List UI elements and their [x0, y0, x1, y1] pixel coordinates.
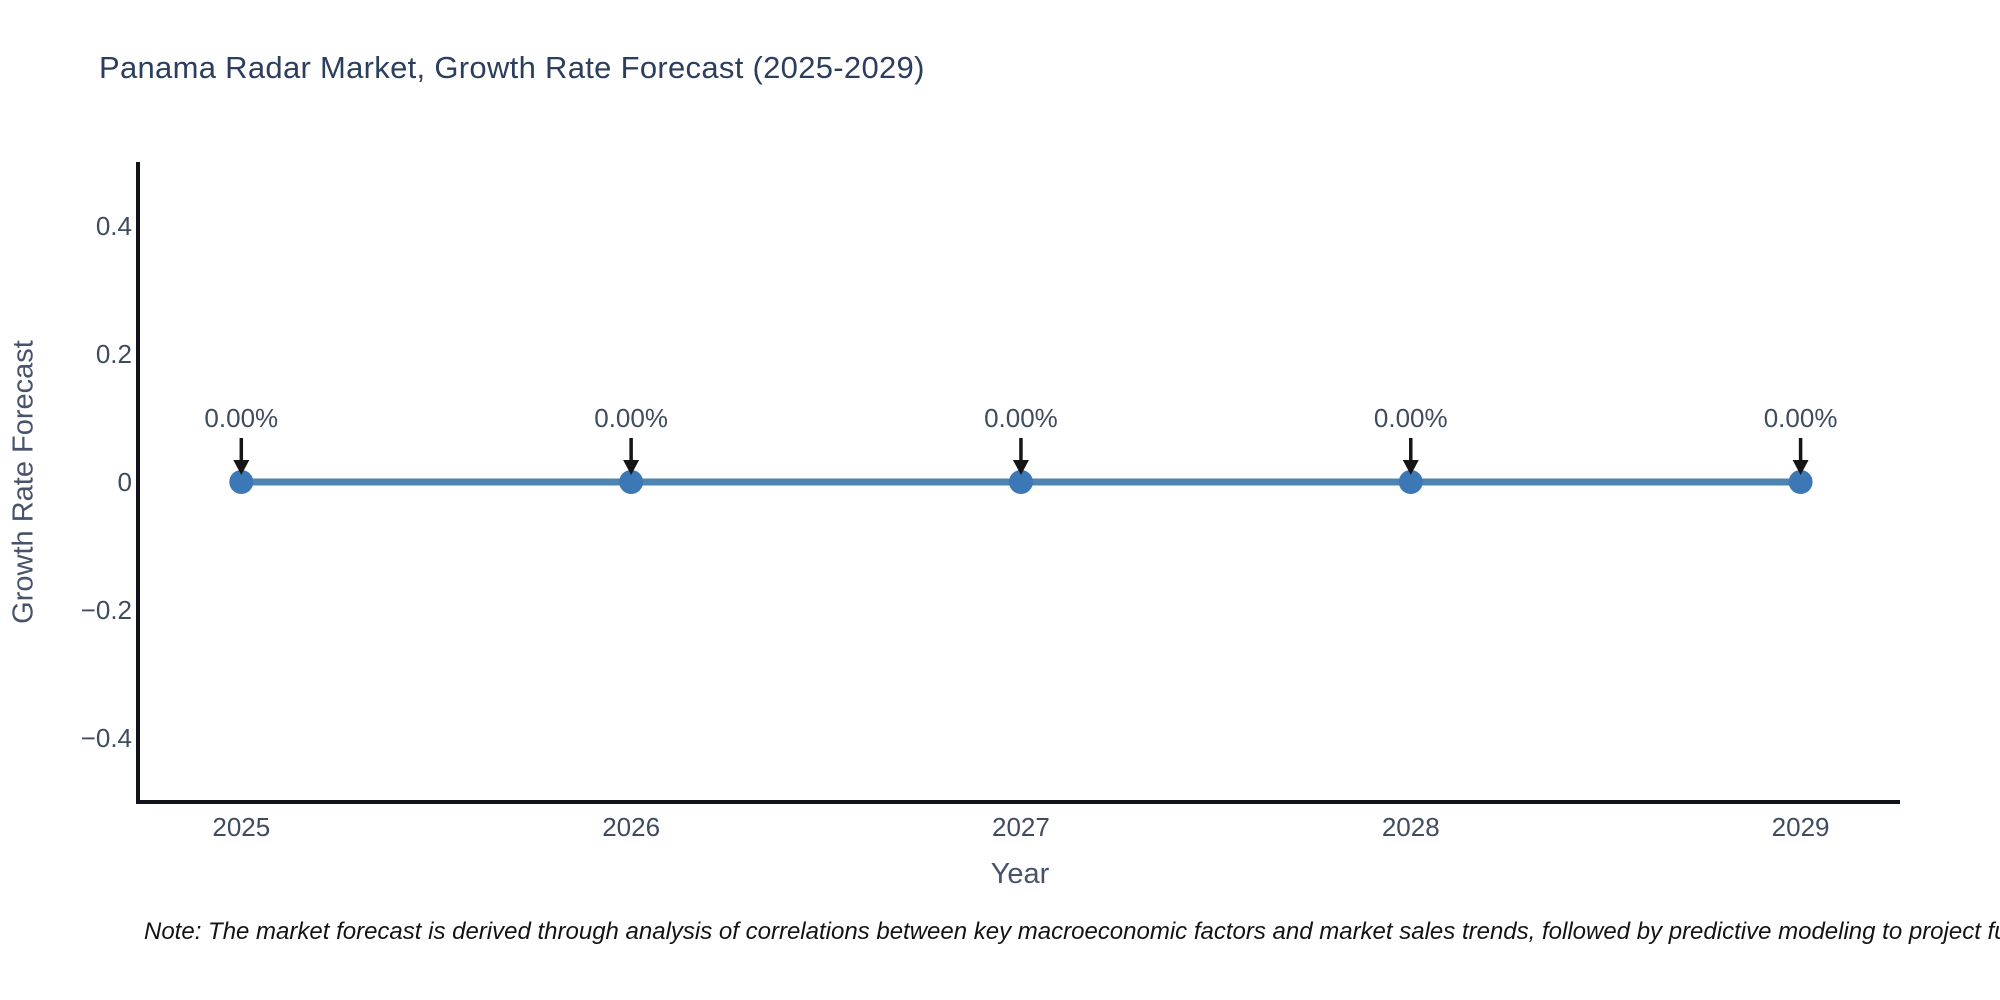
x-tick-label: 2028	[1381, 812, 1440, 842]
x-tick-label: 2027	[992, 812, 1050, 842]
data-point-marker	[619, 470, 644, 494]
data-point-value-label: 0.00%	[204, 403, 279, 433]
annotation-arrowhead-icon	[1012, 460, 1029, 475]
y-tick-label: 0.2	[95, 339, 132, 369]
y-tick-label: −0.4	[80, 723, 132, 753]
y-tick-label: 0.4	[95, 211, 132, 241]
annotation-arrowhead-icon	[623, 460, 640, 475]
x-tick-label: 2029	[1771, 812, 1830, 842]
data-point-marker	[1398, 470, 1423, 494]
data-point-marker	[1008, 470, 1033, 494]
y-tick-label: 0	[117, 467, 132, 497]
data-point-value-label: 0.00%	[984, 403, 1058, 433]
data-point-marker	[229, 470, 254, 494]
y-tick-label: −0.2	[80, 595, 132, 625]
annotation-arrowhead-icon	[1402, 460, 1419, 475]
x-tick-label: 2025	[212, 812, 271, 842]
footnote: Note: The market forecast is derived thr…	[144, 918, 2000, 945]
data-point-value-label: 0.00%	[1373, 403, 1448, 433]
chart-title: Panama Radar Market, Growth Rate Forecas…	[99, 50, 925, 85]
data-point-value-label: 0.00%	[594, 403, 668, 433]
data-point-marker	[1788, 470, 1813, 494]
annotation-arrowhead-icon	[1792, 460, 1809, 475]
y-axis-title: Growth Rate Forecast	[7, 340, 40, 624]
x-tick-label: 2026	[602, 812, 661, 842]
annotation-arrowhead-icon	[233, 460, 250, 475]
data-point-value-label: 0.00%	[1763, 403, 1838, 433]
x-axis-title: Year	[990, 858, 1050, 890]
